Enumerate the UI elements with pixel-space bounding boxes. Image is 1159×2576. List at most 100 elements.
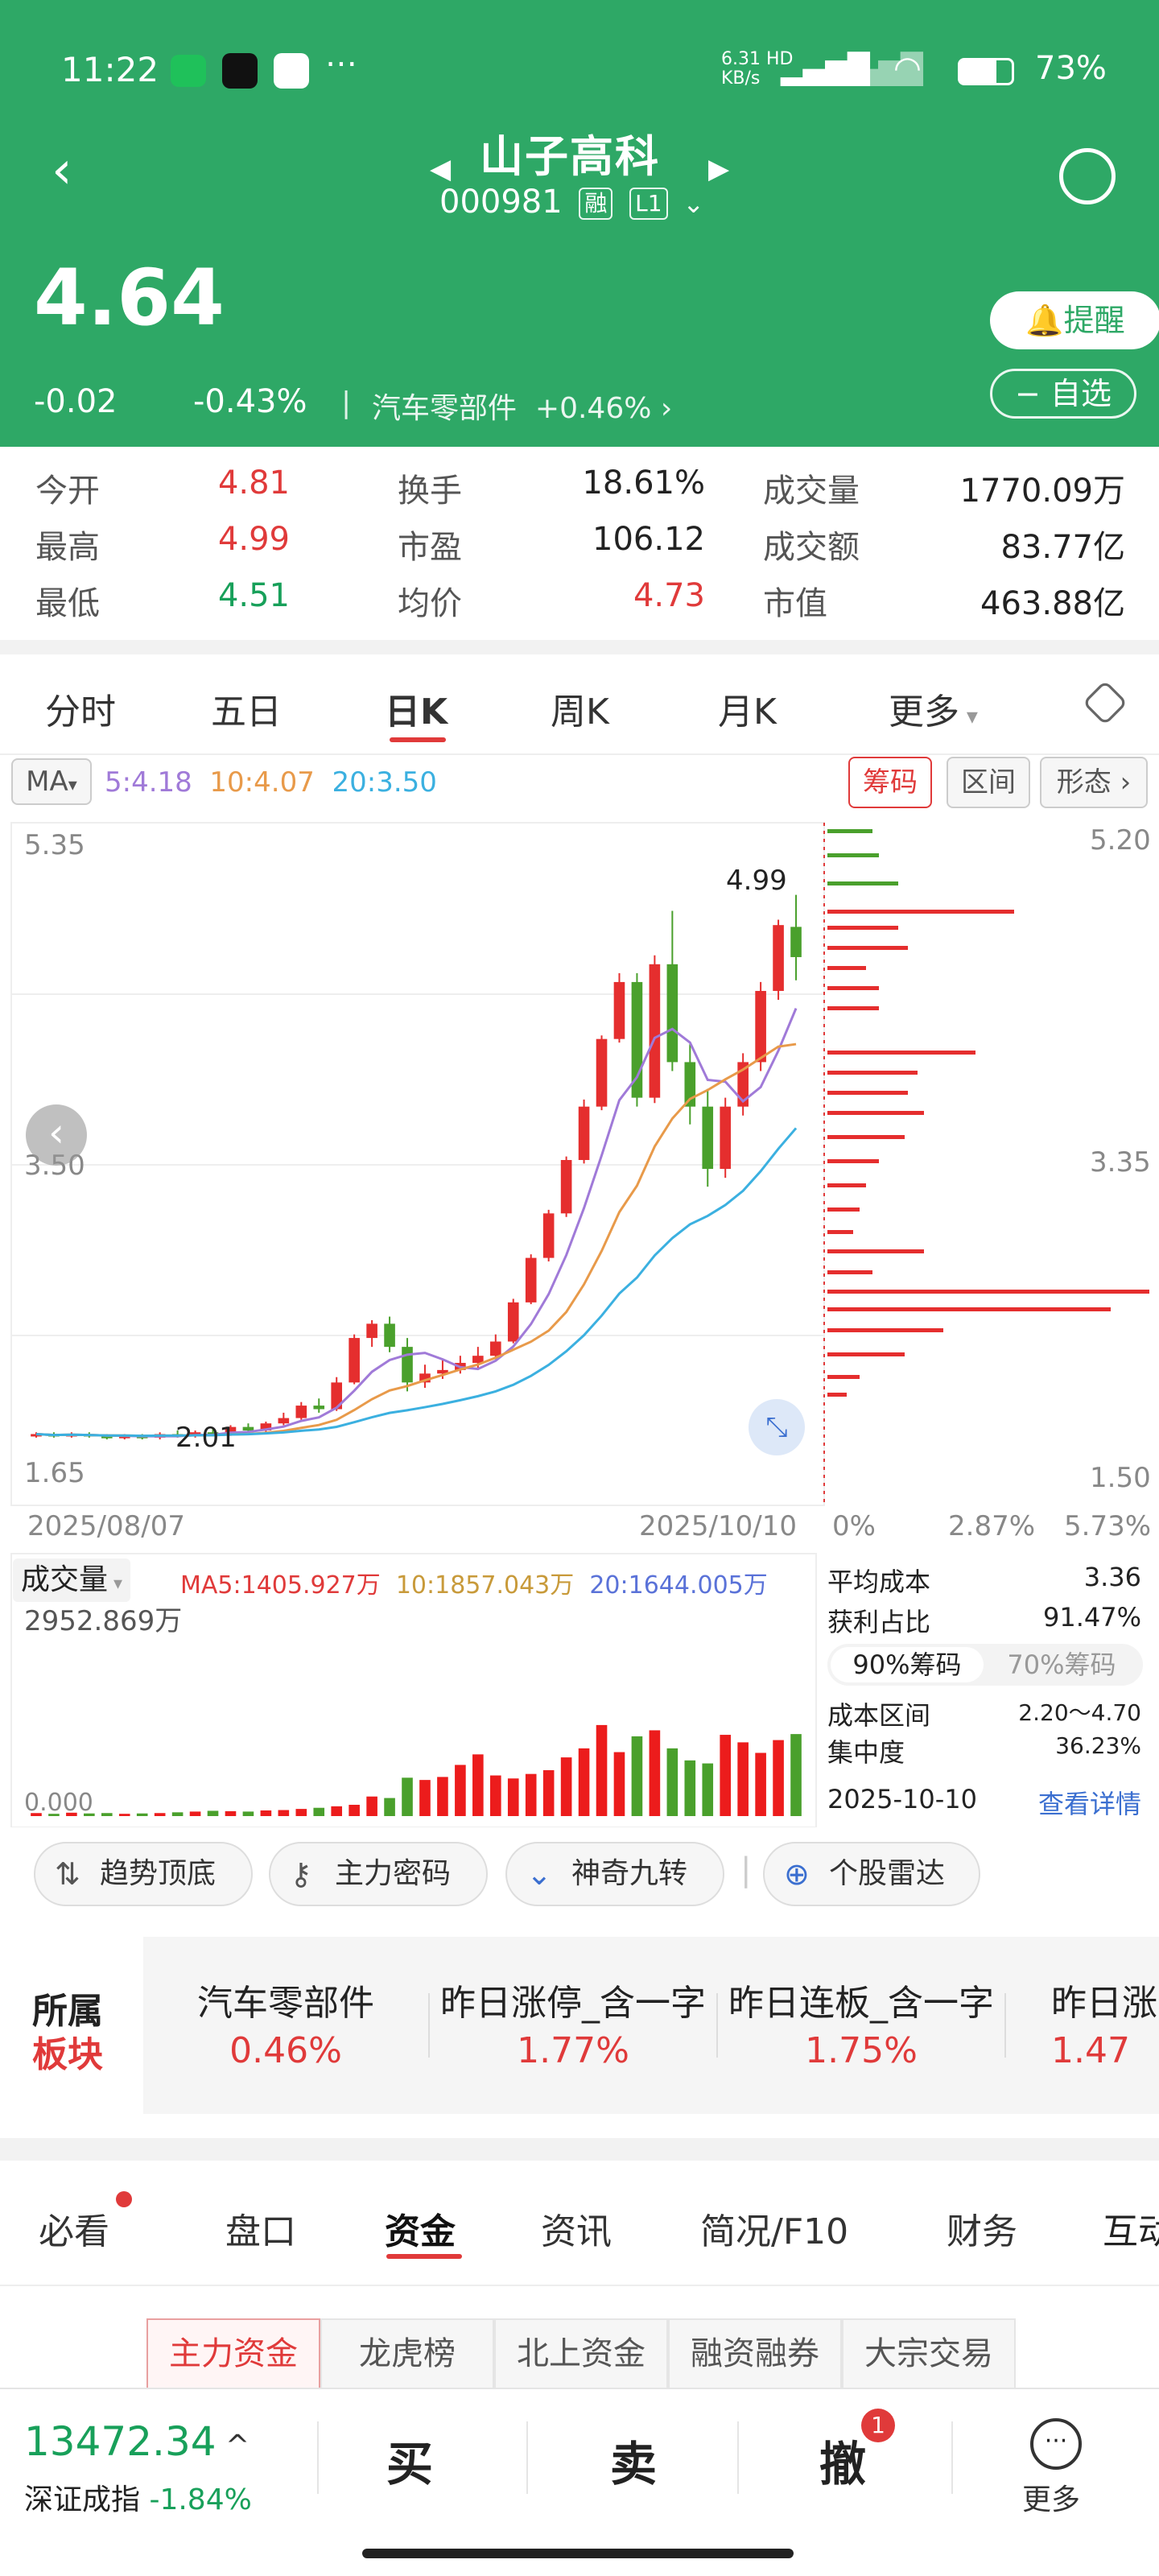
subtab-northbound[interactable]: 北上资金 bbox=[494, 2318, 668, 2389]
volume-bar bbox=[349, 1804, 360, 1816]
watchlist-button[interactable]: − 自选 bbox=[990, 369, 1136, 419]
candle-body bbox=[790, 927, 802, 957]
range-button[interactable]: 区间 bbox=[947, 757, 1030, 808]
stock-code-row: 000981 融 L1 ⌄ bbox=[439, 184, 704, 221]
tab-wuri[interactable]: 五日 bbox=[211, 691, 282, 733]
stat-label: 市值 bbox=[763, 585, 827, 622]
tool-radar[interactable]: ⊕ 个股雷达 bbox=[763, 1842, 980, 1906]
stat-value: 1770.09万 bbox=[959, 473, 1125, 510]
sector-card[interactable]: 昨日涨 1.47 bbox=[1051, 1983, 1157, 2071]
more-label[interactable]: 更多 bbox=[1022, 2483, 1081, 2516]
chip-bar bbox=[827, 1159, 879, 1163]
remind-button[interactable]: 🔔提醒 bbox=[990, 291, 1159, 349]
scroll-left-icon[interactable]: ‹ bbox=[26, 1104, 87, 1166]
last-price: 4.64 bbox=[34, 253, 225, 343]
stat-value: 4.51 bbox=[217, 577, 290, 614]
candle-body bbox=[737, 1062, 749, 1107]
chouma-button[interactable]: 筹码 bbox=[848, 757, 932, 808]
tab-hudong[interactable]: 互动 bbox=[1103, 2211, 1159, 2252]
volume-max: 2952.869万 bbox=[24, 1605, 183, 1637]
volume-select[interactable]: 成交量 ▾ bbox=[13, 1558, 131, 1602]
search-icon[interactable] bbox=[1059, 148, 1116, 204]
sell-button[interactable]: 卖 bbox=[610, 2437, 658, 2491]
candle-body bbox=[507, 1302, 519, 1342]
volume-bar bbox=[66, 1812, 77, 1816]
tool-trend[interactable]: ⇅ 趋势顶底 bbox=[34, 1842, 253, 1906]
ma-line bbox=[35, 1008, 798, 1438]
subtab-margin[interactable]: 融资融券 bbox=[668, 2318, 842, 2389]
chevron-down-icon[interactable]: ⌄ bbox=[683, 188, 705, 219]
stat-value: 463.88亿 bbox=[980, 585, 1125, 622]
bottom-bar: 13472.34 ^ 深证成指 -1.84% 买 卖 撤 1 ··· 更多 bbox=[0, 2388, 1159, 2576]
next-stock-icon[interactable]: ▶ bbox=[708, 153, 730, 185]
tab-chouma-70[interactable]: 70%筹码 bbox=[1007, 1649, 1116, 1680]
tab-zijin[interactable]: 资金 bbox=[385, 2211, 456, 2252]
dist-x1: 2.87% bbox=[948, 1510, 1036, 1542]
candle-body bbox=[666, 964, 678, 1063]
tab-pankou[interactable]: 盘口 bbox=[225, 2211, 296, 2252]
volume-bar bbox=[613, 1752, 625, 1816]
tab-zixun[interactable]: 资讯 bbox=[541, 2211, 612, 2252]
subtab-lhb[interactable]: 龙虎榜 bbox=[320, 2318, 494, 2389]
chouma-switch[interactable]: 90%筹码 70%筹码 bbox=[827, 1644, 1143, 1686]
sector-card[interactable]: 汽车零部件 0.46% bbox=[197, 1983, 374, 2071]
subtab-main-funds[interactable]: 主力资金 bbox=[146, 2318, 320, 2389]
prev-stock-icon[interactable]: ◀ bbox=[430, 153, 452, 185]
back-icon[interactable]: ‹ bbox=[52, 141, 72, 200]
chip-bar bbox=[827, 1111, 924, 1115]
pattern-button[interactable]: 形态 › bbox=[1040, 757, 1148, 808]
divider bbox=[0, 2138, 1159, 2161]
chip-bar bbox=[827, 926, 898, 930]
tool-main-force[interactable]: ⚷ 主力密码 bbox=[269, 1842, 488, 1906]
date-end: 2025/10/10 bbox=[639, 1510, 797, 1542]
signal2-icon: ▂▄▆█ bbox=[834, 53, 923, 86]
candle-body bbox=[419, 1373, 431, 1383]
chip-bar bbox=[827, 1208, 860, 1212]
wifi-icon: ◠ bbox=[893, 50, 922, 87]
settings-icon[interactable] bbox=[1082, 679, 1128, 726]
kline-chart[interactable] bbox=[0, 813, 1159, 1827]
view-detail-link[interactable]: 查看详情 bbox=[1037, 1789, 1141, 1819]
sector-link[interactable]: 汽车零部件 +0.46% › bbox=[372, 392, 673, 425]
fullscreen-icon[interactable]: ⤡ bbox=[749, 1399, 805, 1455]
tab-zhouk[interactable]: 周K bbox=[551, 691, 609, 733]
tool-nine-turn[interactable]: ⌄ 神奇九转 bbox=[505, 1842, 724, 1906]
sector-card[interactable]: 昨日连板_含一字 1.75% bbox=[728, 1983, 994, 2071]
tab-fenshi[interactable]: 分时 bbox=[45, 691, 116, 733]
stock-name: 山子高科 bbox=[480, 131, 660, 182]
chip-bar bbox=[827, 1290, 1149, 1294]
dist-x0: 0% bbox=[832, 1510, 876, 1542]
cancel-button[interactable]: 撤 bbox=[819, 2437, 867, 2491]
tab-bikan[interactable]: 必看 bbox=[39, 2211, 109, 2252]
chip-bar bbox=[827, 1071, 918, 1075]
tab-chouma-90[interactable]: 90%筹码 bbox=[831, 1647, 984, 1682]
index-value[interactable]: 13472.34 ^ bbox=[24, 2418, 250, 2465]
chip-bar bbox=[827, 986, 879, 990]
subtab-block-trade[interactable]: 大宗交易 bbox=[842, 2318, 1016, 2389]
volume-bar bbox=[171, 1812, 184, 1816]
chip-bar bbox=[827, 1352, 905, 1356]
volume-bar bbox=[773, 1740, 784, 1816]
volume-zero: 0.000 bbox=[24, 1789, 93, 1817]
margin-tag: 融 bbox=[579, 188, 613, 220]
tab-indicator bbox=[390, 737, 446, 742]
stats-grid: 今开 4.81 换手 18.61% 成交量 1770.09万 最高 4.99 市盈 106.12 成… bbox=[0, 447, 1159, 644]
tab-rik[interactable]: 日K bbox=[385, 691, 448, 733]
stat-label: 成交额 bbox=[763, 529, 860, 566]
chip-bar bbox=[827, 1375, 860, 1379]
sector-card[interactable]: 昨日涨停_含一字 1.77% bbox=[440, 1983, 706, 2071]
new-dot bbox=[116, 2191, 132, 2207]
candle-body bbox=[596, 1038, 608, 1107]
divider: | bbox=[740, 1852, 752, 1889]
tab-yuek[interactable]: 月K bbox=[718, 691, 777, 733]
ma-select[interactable]: MA▾ bbox=[11, 758, 92, 805]
candle-body bbox=[702, 1106, 714, 1170]
more-icon[interactable]: ··· bbox=[1030, 2418, 1082, 2470]
volume-bar bbox=[189, 1811, 201, 1816]
volume-bar bbox=[525, 1773, 537, 1816]
buy-button[interactable]: 买 bbox=[386, 2437, 434, 2491]
tab-more[interactable]: 更多 ▾ bbox=[889, 691, 978, 733]
tab-f10[interactable]: 简况/F10 bbox=[700, 2211, 849, 2252]
volume-bar bbox=[118, 1814, 130, 1816]
tab-caiwu[interactable]: 财务 bbox=[947, 2211, 1017, 2252]
